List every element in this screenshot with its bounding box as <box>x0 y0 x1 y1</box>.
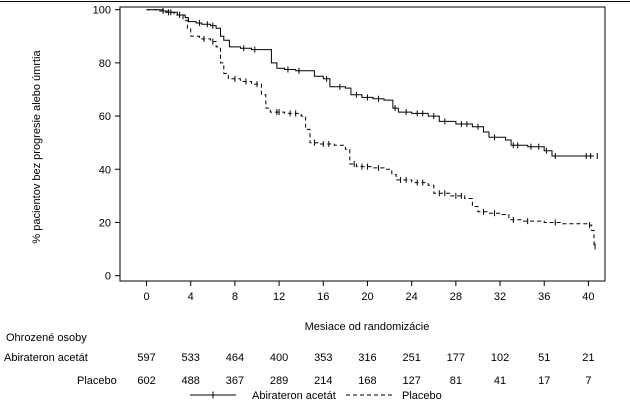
risk-value: 51 <box>538 352 550 364</box>
risk-value: 289 <box>270 375 288 387</box>
risk-value: 102 <box>491 352 509 364</box>
risk-value: 214 <box>314 375 332 387</box>
risk-value: 533 <box>182 352 200 364</box>
risk-value: 251 <box>402 352 420 364</box>
x-tick-label: 36 <box>538 291 550 303</box>
risk-value: 81 <box>450 375 462 387</box>
risk-value: 316 <box>358 352 376 364</box>
risk-value: 488 <box>182 375 200 387</box>
x-tick-label: 28 <box>450 291 462 303</box>
x-tick-label: 40 <box>582 291 594 303</box>
risk-value: 400 <box>270 352 288 364</box>
risk-value: 367 <box>226 375 244 387</box>
x-tick-label: 8 <box>232 291 238 303</box>
x-tick-label: 20 <box>361 291 373 303</box>
legend: Abirateron acetát Placebo <box>190 390 442 402</box>
risk-value: 21 <box>582 352 594 364</box>
risk-value: 41 <box>494 375 506 387</box>
risk-value: 168 <box>358 375 376 387</box>
y-axis: 0 20 40 60 80 100 <box>93 5 120 283</box>
risk-value: 353 <box>314 352 332 364</box>
risk-value: 464 <box>226 352 244 364</box>
legend-placebo-label: Placebo <box>402 390 442 402</box>
y-tick-label: 100 <box>93 5 111 17</box>
y-tick-label: 60 <box>99 111 111 123</box>
x-tick-label: 4 <box>188 291 194 303</box>
x-axis: 0 4 8 12 16 20 24 28 32 36 40 <box>143 281 595 303</box>
risk-table-title: Ohrozené osoby <box>6 332 87 344</box>
x-tick-label: 32 <box>494 291 506 303</box>
series-layer <box>146 7 598 250</box>
risk-row-label: Abirateron acetát <box>4 352 88 364</box>
x-tick-label: 0 <box>143 291 149 303</box>
y-tick-label: 80 <box>99 58 111 70</box>
x-tick-label: 24 <box>406 291 418 303</box>
y-tick-label: 0 <box>105 271 111 283</box>
series-line-0 <box>146 9 594 157</box>
risk-value: 127 <box>402 375 420 387</box>
x-tick-label: 12 <box>273 291 285 303</box>
series-line-1 <box>146 9 595 247</box>
risk-row-label: Placebo <box>77 375 117 387</box>
risk-value: 177 <box>447 352 465 364</box>
x-axis-title: Mesiace od randomizácie <box>305 321 430 333</box>
x-tick-label: 16 <box>317 291 329 303</box>
y-axis-title: % pacientov bez progresie alebo úmrtia <box>31 50 43 244</box>
legend-abiraterone-label: Abirateron acetát <box>252 390 336 402</box>
risk-table: Ohrozené osoby Abirateron acetát 597 533 46… <box>4 332 595 387</box>
plot-frame <box>119 6 606 282</box>
risk-value: 597 <box>137 352 155 364</box>
risk-value: 17 <box>538 375 550 387</box>
risk-value: 7 <box>585 375 591 387</box>
y-tick-label: 40 <box>99 164 111 176</box>
risk-value: 602 <box>137 375 155 387</box>
y-tick-label: 20 <box>99 217 111 229</box>
